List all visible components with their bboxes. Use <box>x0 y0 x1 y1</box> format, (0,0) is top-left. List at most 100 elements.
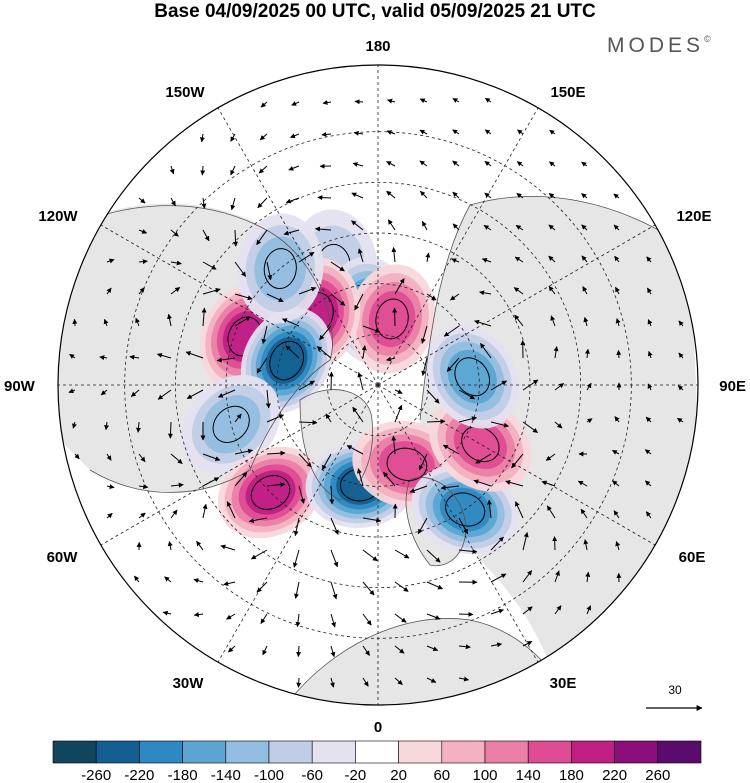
wind-vector <box>458 644 471 650</box>
colorbar-swatch <box>182 740 227 764</box>
wind-vector <box>234 413 242 423</box>
wind-vector <box>583 539 589 551</box>
meridian-line <box>377 224 656 386</box>
wind-vector <box>394 645 405 654</box>
wind-vector <box>548 224 556 231</box>
wind-vector <box>451 258 460 263</box>
wind-vector <box>357 468 364 487</box>
wind-vector <box>106 513 113 519</box>
wind-vector <box>135 317 140 327</box>
colorbar-swatch <box>398 740 443 764</box>
wind-vector <box>613 193 620 199</box>
wind-vector <box>257 197 268 209</box>
colorbar-tick-label: 20 <box>390 767 407 783</box>
wind-vector <box>387 98 396 104</box>
wind-vector <box>490 573 507 583</box>
wind-vector <box>522 421 538 433</box>
wind-vector <box>522 570 533 583</box>
wind-vector <box>162 610 172 616</box>
chart-title: Base 04/09/2025 00 UTC, valid 05/09/2025… <box>154 1 596 22</box>
wind-vector <box>614 416 620 423</box>
wind-vector <box>138 484 149 490</box>
wind-vector <box>201 197 207 209</box>
wind-vector <box>452 160 460 167</box>
wind-vector <box>321 453 332 471</box>
wind-vector <box>230 165 236 176</box>
wind-vector <box>458 548 478 554</box>
brand-logo: MODES© <box>607 34 711 58</box>
wind-vector <box>266 482 286 488</box>
anomaly-contour-fill <box>453 419 507 470</box>
anomaly-contour-fill <box>378 441 436 488</box>
height-contour-line <box>445 492 486 527</box>
wind-vector <box>351 220 364 231</box>
wind-vector <box>458 517 469 535</box>
colorbar-swatch <box>571 740 615 764</box>
colorbar-swatch <box>527 740 572 764</box>
colorbar-swatch <box>484 740 529 764</box>
wind-vector <box>357 248 364 263</box>
wind-vector <box>479 290 492 296</box>
colorbar-tick-label: -220 <box>124 767 154 783</box>
colorbar-swatch <box>614 740 659 764</box>
colorbar-tick-label: 180 <box>559 767 584 783</box>
colorbar-swatch <box>268 740 313 764</box>
coastline-asia-arctic <box>419 204 471 421</box>
wind-vector <box>522 606 533 615</box>
brand-name: MODES <box>607 34 705 57</box>
wind-vector <box>549 129 556 135</box>
latitude-circle <box>174 181 582 589</box>
lon-label-60e: 60E <box>679 549 706 566</box>
wind-vector <box>418 453 428 471</box>
wind-vector <box>458 389 476 400</box>
wind-vector <box>170 453 183 465</box>
wind-vector <box>387 219 396 231</box>
height-contour-line <box>250 475 291 510</box>
wind-vectors <box>68 97 684 688</box>
wind-vector <box>352 406 364 423</box>
wind-vector <box>676 417 684 423</box>
wind-vector <box>186 389 204 399</box>
wind-vector <box>394 549 410 559</box>
wind-vector <box>285 197 300 204</box>
colorbar-swatch <box>52 740 97 764</box>
colorbar-tick-label: -60 <box>301 767 323 783</box>
wind-vector <box>256 357 268 374</box>
coastline-north-america <box>59 205 333 493</box>
meridian-line <box>377 107 539 386</box>
wind-vector <box>541 480 556 487</box>
wind-vector <box>362 549 378 562</box>
wind-vector <box>615 540 621 551</box>
colorbar-tick-label: 140 <box>516 767 541 783</box>
wind-vector <box>449 293 460 301</box>
wind-vector <box>511 453 524 469</box>
wind-vector <box>288 165 300 171</box>
wind-vector <box>505 480 524 487</box>
map-border <box>57 64 699 706</box>
wind-vector <box>452 223 460 231</box>
wind-vector <box>362 645 370 656</box>
wind-vector <box>106 287 112 295</box>
wind-vector <box>104 421 110 431</box>
wind-vector <box>260 613 268 625</box>
wind-vector <box>474 319 492 327</box>
wind-vector <box>391 435 397 455</box>
wind-vector <box>475 453 492 464</box>
wind-vector <box>106 258 115 264</box>
colorbar-tick-label: 260 <box>645 767 670 783</box>
wind-vector <box>548 285 556 295</box>
wind-vector <box>330 549 339 568</box>
wind-vector <box>167 540 173 551</box>
height-contour-line <box>454 357 491 397</box>
wind-vector <box>647 287 652 295</box>
wind-vector <box>298 251 315 263</box>
wind-vector <box>490 608 504 615</box>
wind-vector <box>514 314 524 327</box>
wind-vector <box>515 501 524 519</box>
wind-vector <box>291 101 300 106</box>
lon-label-30e: 30E <box>550 675 577 692</box>
coastline-scandinavia <box>405 477 467 567</box>
wind-vector <box>678 320 684 327</box>
wind-vector <box>72 318 78 327</box>
wind-vector <box>391 246 397 263</box>
